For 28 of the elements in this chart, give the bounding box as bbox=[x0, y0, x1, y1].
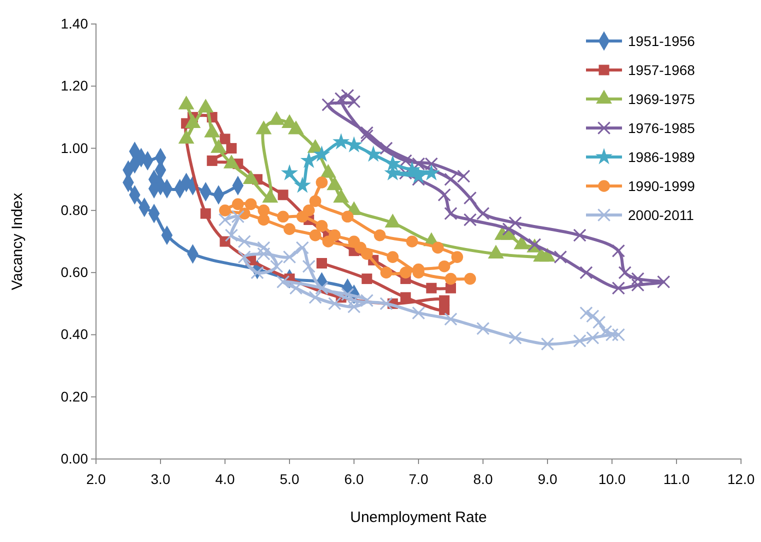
legend-label: 1976-1985 bbox=[628, 120, 696, 136]
y-tick-label: 0.00 bbox=[60, 450, 88, 466]
y-tick-label: 0.60 bbox=[60, 264, 88, 280]
x-tick-label: 2.0 bbox=[86, 470, 106, 487]
x-tick-label: 6.0 bbox=[344, 470, 364, 487]
legend-label: 1957-1968 bbox=[628, 62, 696, 78]
y-axis-title: Vacancy Index bbox=[9, 192, 26, 290]
x-tick-label: 10.0 bbox=[598, 470, 626, 487]
x-tick-label: 11.0 bbox=[663, 470, 690, 487]
x-axis-title: Unemployment Rate bbox=[350, 509, 487, 526]
y-tick-label: 0.20 bbox=[60, 388, 88, 404]
y-tick-label: 1.40 bbox=[60, 15, 88, 32]
x-tick-label: 4.0 bbox=[215, 470, 235, 487]
y-tick-label: 1.00 bbox=[60, 140, 88, 156]
legend-label: 1951-1956 bbox=[628, 33, 696, 49]
legend-label: 1986-1989 bbox=[628, 149, 696, 165]
x-tick-label: 9.0 bbox=[538, 470, 558, 487]
y-tick-label: 0.40 bbox=[60, 326, 88, 342]
x-tick-label: 5.0 bbox=[280, 470, 300, 487]
x-tick-label: 12.0 bbox=[727, 470, 755, 487]
legend-label: 1969-1975 bbox=[628, 91, 696, 107]
y-tick-label: 0.80 bbox=[60, 202, 88, 218]
x-tick-label: 7.0 bbox=[408, 470, 428, 487]
x-tick-label: 3.0 bbox=[150, 470, 170, 487]
legend-label: 2000-2011 bbox=[628, 207, 694, 223]
x-tick-label: 8.0 bbox=[473, 470, 493, 487]
y-tick-label: 1.20 bbox=[60, 78, 88, 94]
legend-label: 1990-1999 bbox=[628, 178, 696, 194]
